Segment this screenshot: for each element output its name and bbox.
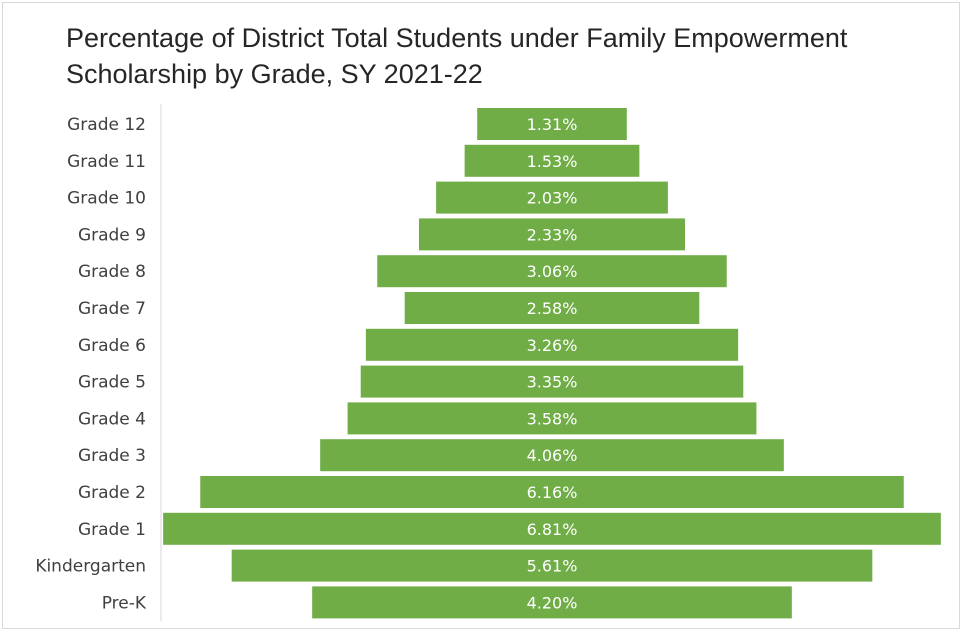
category-label-12: Kindergarten [35,557,146,577]
category-label-13: Pre-K [102,593,147,613]
category-label-2: Grade 10 [67,189,146,209]
category-label-7: Grade 5 [78,373,146,393]
value-label-5: 2.58% [527,299,578,318]
bar-7 [360,365,744,398]
bar-9 [320,439,784,472]
category-label-11: Grade 1 [78,520,146,540]
bar-10 [200,476,904,508]
category-label-1: Grade 11 [67,152,146,172]
bar-5 [404,292,700,324]
value-label-7: 3.35% [527,373,578,392]
bar-1 [464,144,640,177]
bar-0 [477,108,627,140]
chart-title: Percentage of District Total Students un… [66,23,848,89]
value-label-9: 4.06% [527,446,578,465]
bar-13 [312,586,792,619]
value-label-11: 6.81% [527,520,578,539]
bars [163,108,941,619]
category-label-8: Grade 4 [78,409,146,429]
bar-8 [347,402,757,435]
value-label-2: 2.03% [527,189,578,208]
category-label-3: Grade 9 [78,225,146,245]
value-label-4: 3.06% [527,262,578,281]
category-label-4: Grade 8 [78,262,146,282]
category-label-10: Grade 2 [78,483,146,503]
category-label-5: Grade 7 [78,299,146,319]
value-label-13: 4.20% [527,593,578,612]
value-label-12: 5.61% [527,557,578,576]
value-labels: 1.31% 1.53% 2.03% 2.33% 3.06% 2.58% 3.26% 3.35%… [527,115,578,612]
bar-3 [418,218,686,251]
bar-4 [377,255,727,288]
bar-6 [365,328,739,361]
category-labels: Grade 12 Grade 11 Grade 10 Grade 9 Grade 8 Gr… [35,115,147,613]
value-label-8: 3.58% [527,409,578,428]
value-label-10: 6.16% [527,483,578,502]
category-label-0: Grade 12 [67,115,146,135]
bar-2 [436,181,668,214]
bar-11 [163,512,941,545]
bar-12 [231,549,873,582]
value-label-1: 1.53% [527,152,578,171]
value-label-0: 1.31% [527,115,578,134]
value-label-3: 2.33% [527,225,578,244]
category-label-9: Grade 3 [78,446,146,466]
category-label-6: Grade 6 [78,336,146,356]
value-label-6: 3.26% [527,336,578,355]
